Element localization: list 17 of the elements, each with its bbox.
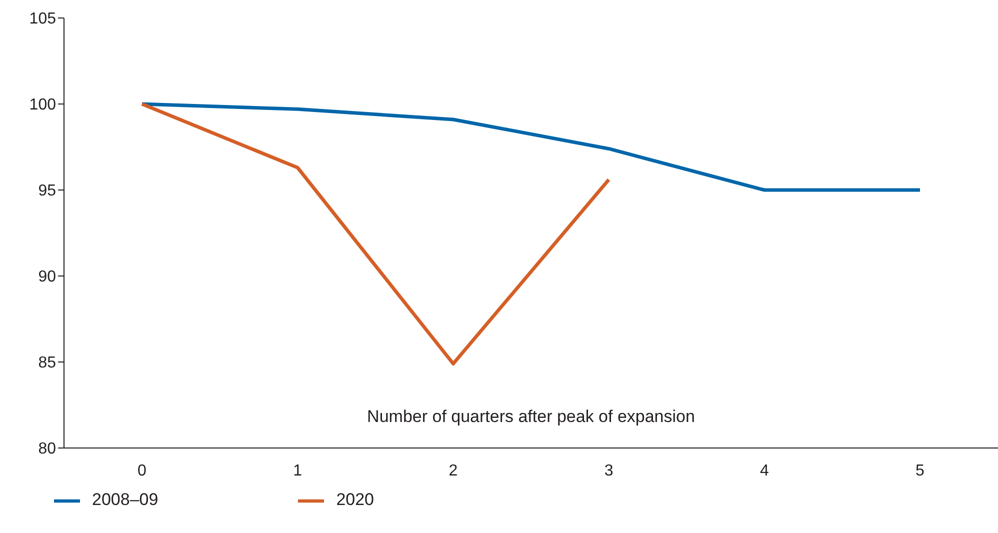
- line-series: [140, 102, 922, 192]
- x-tick-label: 4: [760, 462, 769, 480]
- legend-label: 2020: [336, 490, 374, 510]
- y-tick-label: 90: [38, 268, 56, 286]
- x-tick-label: 2: [448, 462, 458, 480]
- x-axis-title: Number of quarters after peak of expansion: [367, 407, 695, 426]
- y-tick-label: 105: [29, 10, 56, 28]
- x-tick-label: 0: [138, 462, 147, 480]
- x-tick-label: 3: [604, 462, 614, 480]
- y-tick-label: 95: [38, 182, 56, 200]
- y-tick-label: 80: [38, 440, 56, 458]
- y-tick-label: 100: [29, 96, 56, 114]
- legend-label: 2008–09: [92, 490, 158, 510]
- x-tick-label: 1: [293, 462, 302, 480]
- line-series: [140, 102, 611, 366]
- y-tick-label: 85: [38, 354, 56, 372]
- x-tick-label: 5: [916, 462, 925, 480]
